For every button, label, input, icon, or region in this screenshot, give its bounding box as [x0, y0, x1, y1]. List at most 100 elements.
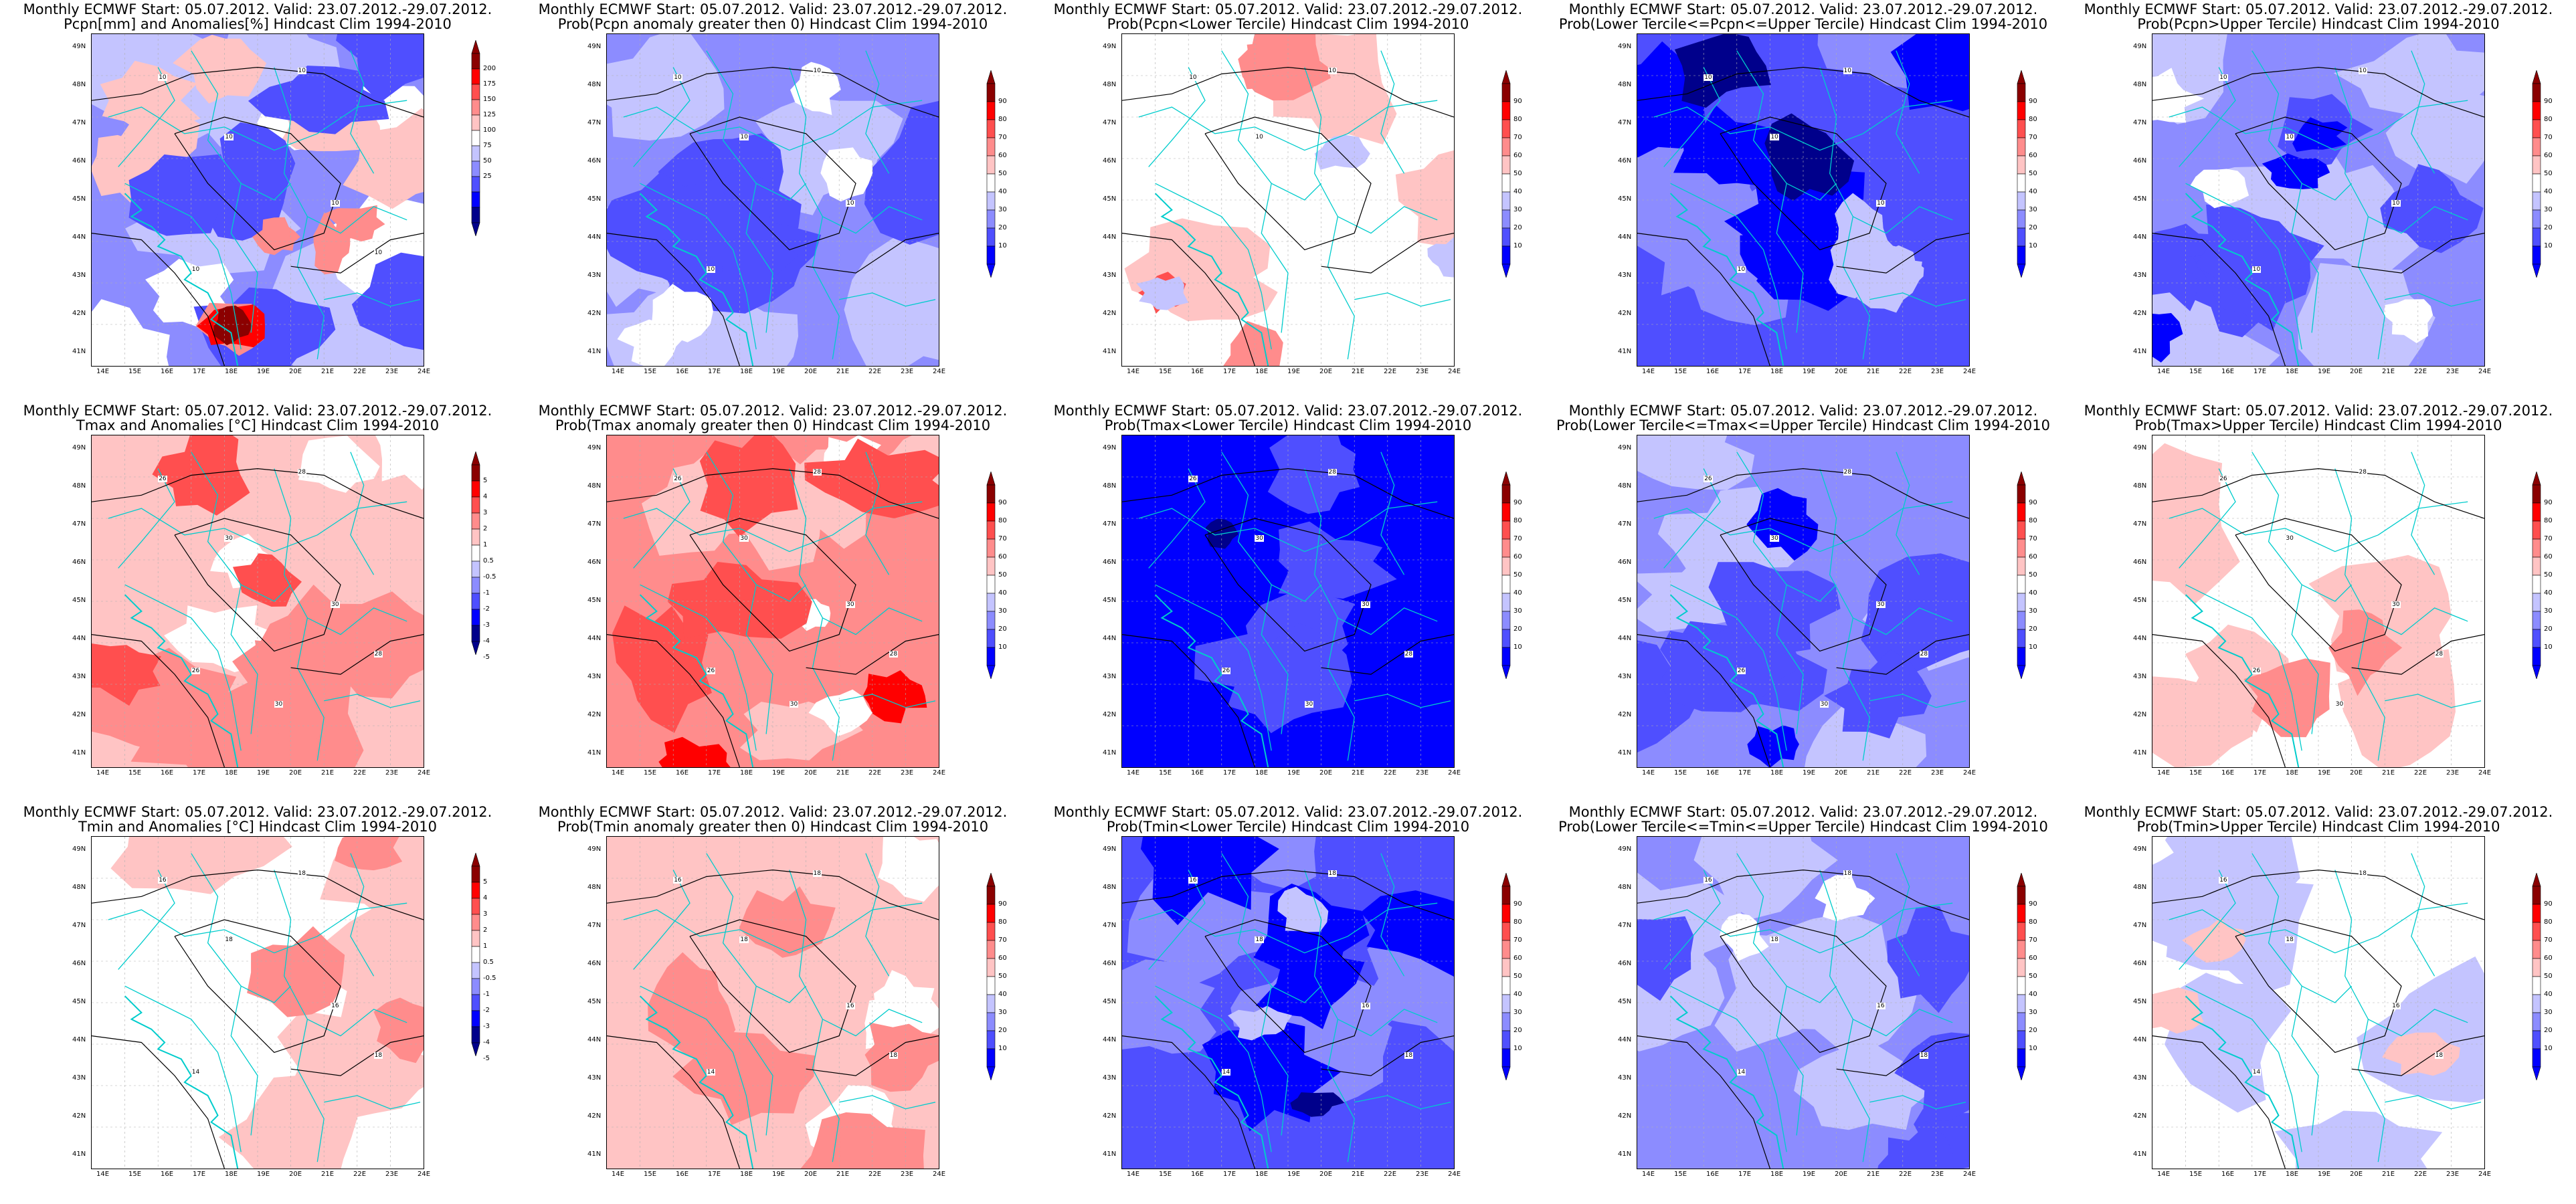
latitude-tick-label: 46N: [587, 157, 602, 165]
longitude-tick-label: 22E: [2414, 368, 2427, 375]
latitude-tick-label: 46N: [1103, 960, 1117, 967]
latitude-tick-label: 49N: [1618, 43, 1632, 50]
latitude-tick-label: 41N: [1103, 1150, 1117, 1158]
contour-label: 18: [1919, 1052, 1929, 1060]
colorbar-label: 40: [998, 991, 1007, 998]
longitude-tick-label: 18E: [740, 368, 753, 375]
map-plot-area: 10 10 10 10 10: [606, 33, 939, 367]
longitude-tick-label: 21E: [1867, 769, 1880, 777]
longitude-tick-label: 22E: [868, 1171, 882, 1178]
colorbar: [471, 853, 480, 1056]
colorbar-label: 90: [1513, 98, 1522, 105]
latitude-tick-label: 49N: [2133, 43, 2147, 50]
colorbar-label: 70: [2544, 936, 2553, 944]
longitude-tick-label: 18E: [1770, 1171, 1784, 1178]
longitude-tick-label: 16E: [1191, 769, 1204, 777]
longitude-tick-label: 18E: [2286, 1171, 2299, 1178]
contour-label: 10: [224, 133, 234, 140]
colorbar-label: -1: [483, 589, 490, 597]
map-title-line1: Monthly ECMWF Start: 05.07.2012. Valid: …: [1568, 403, 2038, 419]
colorbar-label: 150: [483, 96, 496, 103]
map-panel-tmax-prob-gt0: Monthly ECMWF Start: 05.07.2012. Valid: …: [515, 401, 1030, 803]
latitude-tick-label: 44N: [1103, 635, 1117, 642]
colorbar-label: 80: [2544, 918, 2553, 926]
map-plot-area: 10 10 10 10 10: [2152, 33, 2485, 367]
contour-label: 30: [2391, 601, 2401, 608]
latitude-tick-label: 49N: [1103, 845, 1117, 853]
contour-label: 10: [1255, 133, 1264, 140]
longitude-tick-label: 23E: [1931, 368, 1944, 375]
longitude-tick-label: 18E: [225, 1171, 238, 1178]
contour-label: 18: [2358, 870, 2367, 877]
colorbar-label: 2: [483, 926, 488, 934]
latitude-tick-label: 43N: [72, 272, 86, 279]
colorbar-label: 80: [998, 918, 1007, 926]
colorbar-label: 4: [483, 493, 488, 500]
longitude-tick-label: 20E: [2350, 368, 2363, 375]
longitude-tick-label: 22E: [2414, 1171, 2427, 1178]
latitude-tick-label: 47N: [72, 119, 86, 126]
latitude-tick-label: 43N: [587, 1074, 602, 1082]
colorbar: [1501, 472, 1511, 679]
contour-label: 10: [1188, 74, 1198, 81]
latitude-tick-label: 42N: [72, 711, 86, 718]
latitude-tick-label: 47N: [2133, 119, 2147, 126]
contour-label: 30: [739, 534, 749, 542]
contour-label: 28: [1404, 651, 1414, 658]
longitude-tick-label: 24E: [2478, 368, 2492, 375]
latitude-tick-label: 45N: [587, 597, 602, 604]
longitude-tick-label: 23E: [2446, 1171, 2460, 1178]
map-plot-area: 10 10 10 10 10: [1637, 33, 1970, 367]
colorbar-label: 40: [998, 589, 1007, 597]
map-title-line1: Monthly ECMWF Start: 05.07.2012. Valid: …: [1568, 1, 2038, 17]
map-title-line1: Monthly ECMWF Start: 05.07.2012. Valid: …: [2084, 1, 2553, 17]
map-panel-pcpn-prob-upper: Monthly ECMWF Start: 05.07.2012. Valid: …: [2061, 0, 2576, 401]
longitude-tick-label: 18E: [1255, 1171, 1269, 1178]
longitude-tick-label: 23E: [1931, 1171, 1944, 1178]
colorbar-label: 10: [1513, 1045, 1522, 1052]
map-panel-tmax-prob-upper: Monthly ECMWF Start: 05.07.2012. Valid: …: [2061, 401, 2576, 803]
longitude-tick-label: 15E: [1674, 769, 1687, 777]
colorbar-label: -5: [483, 654, 490, 661]
contour-label: 30: [331, 601, 340, 608]
colorbar-label: 60: [2544, 553, 2553, 561]
contour-label: 30: [1770, 534, 1779, 542]
latitude-tick-label: 44N: [587, 635, 602, 642]
latitude-tick-label: 44N: [2133, 233, 2147, 241]
longitude-tick-label: 15E: [1674, 1171, 1687, 1178]
colorbar-label: -2: [483, 605, 490, 613]
colorbar: [1501, 873, 1511, 1080]
longitude-tick-label: 16E: [161, 769, 174, 777]
map-title-line2: Prob(Pcpn anomaly greater then 0) Hindca…: [557, 16, 988, 32]
map-plot-area: 16 18 18 16 14 18: [1121, 836, 1455, 1169]
colorbar-label: -5: [483, 1055, 490, 1062]
colorbar-label: 10: [998, 643, 1007, 651]
longitude-tick-label: 23E: [1416, 1171, 1429, 1178]
longitude-tick-label: 20E: [289, 769, 302, 777]
longitude-tick-label: 21E: [321, 769, 335, 777]
longitude-tick-label: 14E: [2157, 368, 2171, 375]
map-title-line2: Tmin and Anomalies [°C] Hindcast Clim 19…: [78, 819, 438, 835]
longitude-tick-label: 14E: [96, 1171, 110, 1178]
longitude-tick-label: 21E: [836, 368, 850, 375]
colorbar-label: 40: [1513, 589, 1522, 597]
latitude-tick-label: 45N: [1618, 195, 1632, 203]
longitude-tick-label: 24E: [1963, 368, 1976, 375]
longitude-tick-label: 22E: [353, 769, 367, 777]
longitude-tick-label: 21E: [321, 368, 335, 375]
longitude-tick-label: 22E: [1384, 1171, 1397, 1178]
longitude-tick-label: 15E: [1159, 368, 1172, 375]
longitude-tick-label: 16E: [161, 1171, 174, 1178]
longitude-tick-label: 17E: [193, 769, 206, 777]
contour-label: 30: [2334, 700, 2344, 708]
colorbar-label: 60: [2029, 955, 2037, 962]
latitude-tick-label: 45N: [2133, 597, 2147, 604]
contour-label: 28: [812, 468, 822, 476]
contour-label: 10: [2285, 133, 2294, 140]
colorbar-label: 90: [998, 98, 1007, 105]
latitude-tick-label: 49N: [1618, 444, 1632, 452]
map-title-line2: Prob(Lower Tercile<=Pcpn<=Upper Tercile)…: [1558, 16, 2048, 32]
latitude-tick-label: 42N: [2133, 711, 2147, 718]
latitude-tick-label: 41N: [1618, 749, 1632, 757]
latitude-tick-label: 48N: [587, 482, 602, 490]
